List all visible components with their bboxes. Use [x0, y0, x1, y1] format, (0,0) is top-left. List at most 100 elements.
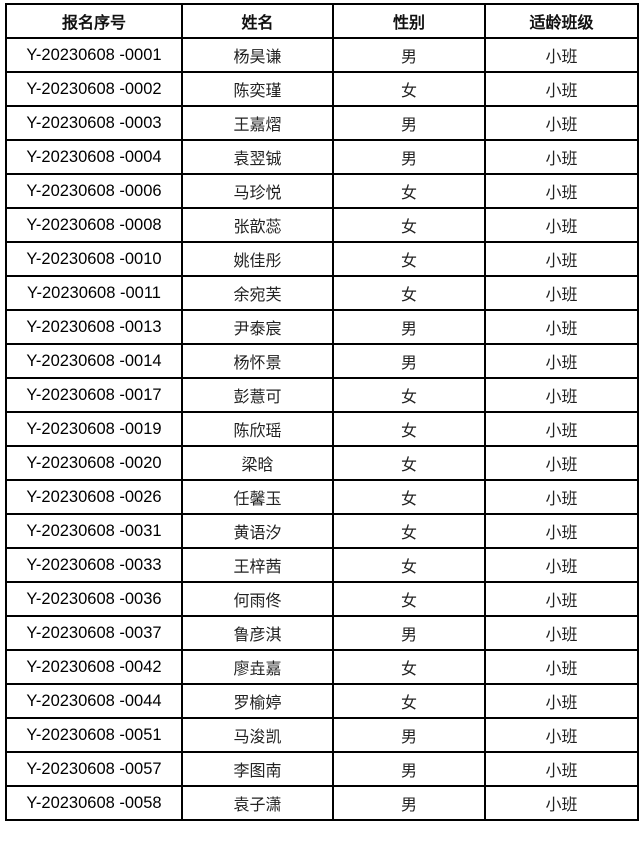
cell-id: Y-20230608 -0013 — [5, 309, 183, 345]
cell-id: Y-20230608 -0002 — [5, 71, 183, 107]
table-row: Y-20230608 -0019 陈欣瑶女小班 — [5, 411, 639, 447]
cell-class: 小班 — [484, 683, 639, 719]
cell-name: 马珍悦 — [181, 173, 334, 209]
cell-name: 余宛芙 — [181, 275, 334, 311]
cell-gender: 男 — [332, 343, 486, 379]
cell-gender: 女 — [332, 581, 486, 617]
cell-name: 何雨佟 — [181, 581, 334, 617]
table-row: Y-20230608 -0037 鲁彦淇男小班 — [5, 615, 639, 651]
cell-class: 小班 — [484, 105, 639, 141]
table-row: Y-20230608 -0006 马珍悦女小班 — [5, 173, 639, 209]
cell-class: 小班 — [484, 37, 639, 73]
cell-gender: 男 — [332, 785, 486, 821]
cell-id: Y-20230608 -0044 — [5, 683, 183, 719]
cell-class: 小班 — [484, 411, 639, 447]
cell-name: 任馨玉 — [181, 479, 334, 515]
cell-class: 小班 — [484, 785, 639, 821]
table-row: Y-20230608 -0004 袁翌铖男小班 — [5, 139, 639, 175]
cell-gender: 女 — [332, 207, 486, 243]
cell-id: Y-20230608 -0042 — [5, 649, 183, 685]
table-row: Y-20230608 -0051 马浚凯男小班 — [5, 717, 639, 753]
cell-id: Y-20230608 -0003 — [5, 105, 183, 141]
cell-class: 小班 — [484, 343, 639, 379]
cell-name: 袁子潇 — [181, 785, 334, 821]
table-row: Y-20230608 -0002 陈奕瑾女小班 — [5, 71, 639, 107]
header-row: 报名序号 姓名 性别 适龄班级 — [5, 3, 639, 39]
table-row: Y-20230608 -0010 姚佳彤女小班 — [5, 241, 639, 277]
cell-gender: 男 — [332, 615, 486, 651]
header-gender: 性别 — [332, 3, 486, 39]
cell-gender: 女 — [332, 411, 486, 447]
cell-class: 小班 — [484, 173, 639, 209]
table-row: Y-20230608 -0014 杨怀景男小班 — [5, 343, 639, 379]
cell-class: 小班 — [484, 309, 639, 345]
cell-gender: 女 — [332, 445, 486, 481]
cell-class: 小班 — [484, 581, 639, 617]
table-row: Y-20230608 -0033 王梓茜女小班 — [5, 547, 639, 583]
cell-name: 黄语汐 — [181, 513, 334, 549]
table-row: Y-20230608 -0058 袁子潇男小班 — [5, 785, 639, 821]
cell-id: Y-20230608 -0006 — [5, 173, 183, 209]
cell-name: 姚佳彤 — [181, 241, 334, 277]
cell-gender: 女 — [332, 173, 486, 209]
cell-class: 小班 — [484, 751, 639, 787]
cell-id: Y-20230608 -0008 — [5, 207, 183, 243]
table-row: Y-20230608 -0003 王嘉熠男小班 — [5, 105, 639, 141]
cell-name: 张歆蕊 — [181, 207, 334, 243]
cell-id: Y-20230608 -0058 — [5, 785, 183, 821]
cell-id: Y-20230608 -0033 — [5, 547, 183, 583]
table-row: Y-20230608 -0026 任馨玉女小班 — [5, 479, 639, 515]
cell-name: 王梓茜 — [181, 547, 334, 583]
cell-class: 小班 — [484, 479, 639, 515]
cell-id: Y-20230608 -0026 — [5, 479, 183, 515]
header-name: 姓名 — [181, 3, 334, 39]
cell-name: 彭薏可 — [181, 377, 334, 413]
cell-id: Y-20230608 -0019 — [5, 411, 183, 447]
cell-id: Y-20230608 -0014 — [5, 343, 183, 379]
table-row: Y-20230608 -0036 何雨佟女小班 — [5, 581, 639, 617]
cell-class: 小班 — [484, 547, 639, 583]
cell-gender: 女 — [332, 479, 486, 515]
cell-id: Y-20230608 -0031 — [5, 513, 183, 549]
header-id: 报名序号 — [5, 3, 183, 39]
cell-name: 王嘉熠 — [181, 105, 334, 141]
cell-class: 小班 — [484, 513, 639, 549]
cell-id: Y-20230608 -0037 — [5, 615, 183, 651]
cell-class: 小班 — [484, 275, 639, 311]
cell-gender: 男 — [332, 105, 486, 141]
cell-name: 杨怀景 — [181, 343, 334, 379]
table-row: Y-20230608 -0001 杨昊谦男小班 — [5, 37, 639, 73]
cell-gender: 女 — [332, 377, 486, 413]
cell-name: 马浚凯 — [181, 717, 334, 753]
table-row: Y-20230608 -0031 黄语汐女小班 — [5, 513, 639, 549]
cell-name: 李图南 — [181, 751, 334, 787]
cell-class: 小班 — [484, 139, 639, 175]
cell-class: 小班 — [484, 207, 639, 243]
cell-gender: 女 — [332, 683, 486, 719]
cell-id: Y-20230608 -0051 — [5, 717, 183, 753]
header-class: 适龄班级 — [484, 3, 639, 39]
cell-id: Y-20230608 -0010 — [5, 241, 183, 277]
cell-gender: 男 — [332, 37, 486, 73]
cell-gender: 女 — [332, 241, 486, 277]
cell-gender: 女 — [332, 547, 486, 583]
table-row: Y-20230608 -0057 李图南男小班 — [5, 751, 639, 787]
cell-name: 梁晗 — [181, 445, 334, 481]
cell-gender: 男 — [332, 309, 486, 345]
cell-class: 小班 — [484, 615, 639, 651]
table-row: Y-20230608 -0013 尹泰宸男小班 — [5, 309, 639, 345]
enrollment-table: 报名序号 姓名 性别 适龄班级 Y-20230608 -0001 杨昊谦男小班 Y-202… — [5, 3, 639, 821]
cell-gender: 女 — [332, 513, 486, 549]
cell-name: 袁翌铖 — [181, 139, 334, 175]
cell-id: Y-20230608 -0036 — [5, 581, 183, 617]
cell-gender: 女 — [332, 649, 486, 685]
cell-id: Y-20230608 -0011 — [5, 275, 183, 311]
cell-name: 杨昊谦 — [181, 37, 334, 73]
table-row: Y-20230608 -0011 余宛芙女小班 — [5, 275, 639, 311]
cell-gender: 女 — [332, 71, 486, 107]
cell-class: 小班 — [484, 241, 639, 277]
cell-id: Y-20230608 -0057 — [5, 751, 183, 787]
table-row: Y-20230608 -0044 罗榆婷女小班 — [5, 683, 639, 719]
cell-gender: 男 — [332, 751, 486, 787]
cell-class: 小班 — [484, 71, 639, 107]
